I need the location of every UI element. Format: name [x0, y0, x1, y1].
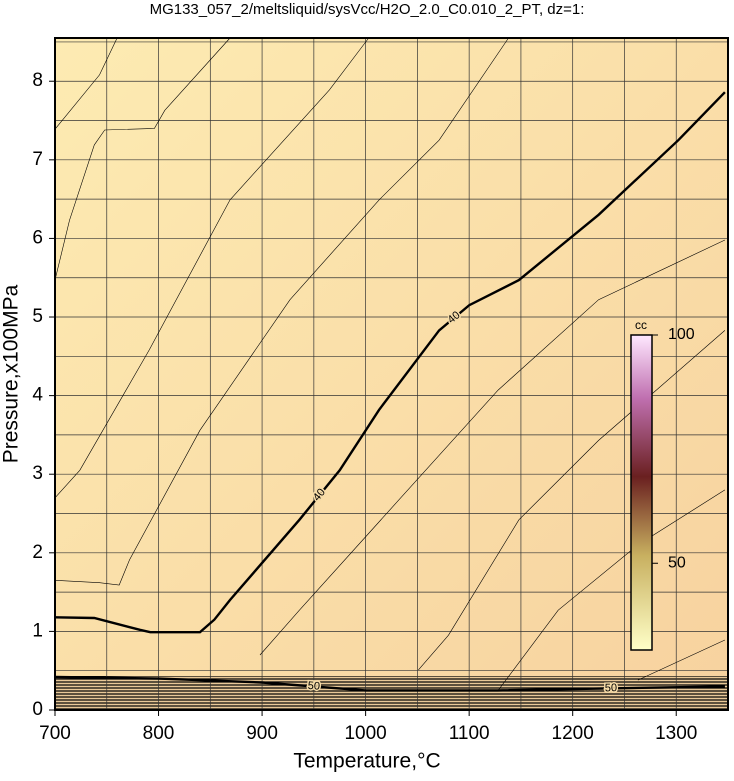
y-tick-label: 7 [32, 149, 43, 170]
x-tick-label: 1100 [449, 723, 490, 744]
plot-area [55, 38, 728, 710]
chart-title: MG133_057_2/meltsliquid/sysVcc/H2O_2.0_C… [150, 1, 585, 18]
contour-line [54, 675, 725, 692]
x-axis-label: Temperature,°C [293, 750, 440, 773]
dense-contour-band [55, 676, 728, 710]
x-tick-label: 1200 [552, 723, 594, 744]
contour-line [637, 639, 726, 681]
x-tick-label: 1300 [655, 723, 697, 744]
colorbar-label: cc [635, 318, 647, 332]
colorbar-tick-label: 100 [668, 326, 695, 343]
contour-line [54, 37, 369, 499]
x-tick-label: 1000 [344, 723, 386, 744]
contour-label: 50 [307, 680, 320, 693]
contour-line [259, 239, 726, 656]
contour-line [54, 37, 118, 130]
contour-line [54, 37, 231, 281]
y-tick-label: 5 [32, 306, 43, 327]
x-tick-label: 700 [39, 723, 71, 744]
x-tick-label: 800 [143, 723, 175, 744]
contour-line [54, 91, 726, 634]
y-tick-label: 3 [32, 463, 43, 484]
colorbar [630, 334, 653, 651]
y-tick-label: 4 [32, 385, 43, 406]
y-tick-label: 8 [32, 70, 43, 91]
y-tick-label: 1 [32, 620, 43, 641]
y-axis-label: Pressure,x100MPa [0, 284, 23, 463]
contour-label: 50 [605, 682, 617, 694]
contour-line [497, 489, 726, 691]
plot-frame [54, 37, 729, 711]
colorbar-tick-label: 50 [668, 554, 686, 571]
contour-line [54, 37, 509, 586]
y-tick-label: 0 [32, 699, 43, 720]
y-tick-label: 2 [32, 542, 43, 563]
y-tick-label: 6 [32, 227, 43, 248]
x-tick-label: 900 [246, 723, 278, 744]
